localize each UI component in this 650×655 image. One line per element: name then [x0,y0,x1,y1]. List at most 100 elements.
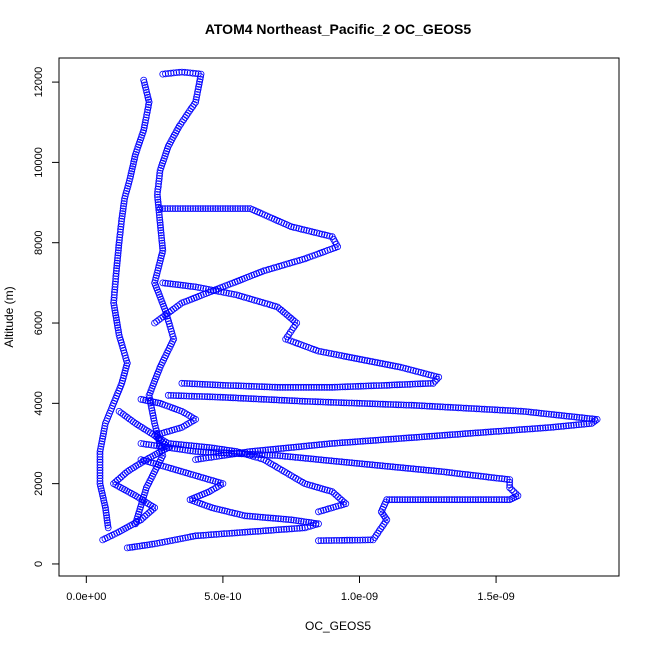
data-point [456,470,464,478]
data-point [302,454,310,462]
data-point [104,521,112,529]
data-point [207,286,215,294]
x-tick-label: 1.5e-09 [477,591,514,603]
data-point [169,333,177,340]
data-point [223,530,231,537]
data-point [166,537,174,545]
data-point [113,259,121,267]
data-point [548,410,555,418]
data-point [474,429,482,437]
data-point [341,536,348,544]
data-point [156,539,164,547]
data-point [356,460,363,468]
data-point [492,427,500,435]
data-point [173,445,181,453]
data-point [101,425,108,432]
data-point [241,512,249,520]
data-point [119,344,127,352]
data-point [552,423,560,431]
data-point [268,383,276,391]
data-point [227,382,235,390]
data-point [201,393,209,401]
data-point [397,434,405,442]
data-point [514,407,522,415]
data-point [149,398,157,406]
data-point [154,264,162,272]
data-point [435,467,443,475]
data-point [460,404,468,412]
data-point [326,383,334,391]
data-point [436,432,444,440]
data-point [349,383,357,390]
data-point [373,461,381,469]
data-point [179,281,187,289]
data-point [158,237,166,244]
data-point [356,437,364,445]
data-point [229,394,237,402]
data-point [381,514,389,522]
data-point [497,427,505,435]
data-point [324,398,332,406]
data-point [247,395,255,403]
data-point [293,319,301,327]
data-point [425,371,432,379]
data-point [513,426,521,434]
data-point [261,299,269,307]
data-point [315,230,323,238]
data-point [425,466,433,474]
data-point [565,422,572,430]
data-point [386,463,394,471]
data-point [459,496,466,504]
data-point [544,424,552,432]
data-point [298,397,306,405]
data-point [308,228,316,236]
data-point [531,425,539,433]
data-point [361,400,369,407]
data-point [216,393,224,401]
data-point [136,542,144,550]
data-point [304,455,312,462]
data-point [97,442,105,450]
data-point [201,380,209,388]
data-points [96,68,601,552]
data-point [350,399,358,407]
data-point [209,393,216,401]
data-point [184,205,192,213]
data-point [178,379,186,387]
data-point [516,426,523,434]
data-point [186,380,194,388]
data-point [547,423,555,431]
data-point [249,513,256,520]
data-point [295,517,303,525]
data-point [200,443,208,451]
data-point [117,220,125,228]
data-point [120,197,128,205]
data-point [437,468,445,476]
data-point [259,446,267,454]
data-point [570,421,578,429]
data-point [181,68,189,76]
data-point [121,192,129,200]
data-point [156,257,164,265]
data-point [210,531,218,538]
data-point [226,508,234,516]
data-point [340,399,348,407]
data-point [205,444,213,451]
data-point [315,456,322,464]
data-point [236,205,244,213]
data-point [147,507,155,515]
data-point [150,414,158,422]
data-point [169,205,177,213]
data-point [310,441,318,449]
data-point [193,93,201,101]
data-point [211,504,218,512]
data-point [179,205,187,213]
data-point [472,496,480,504]
data-point [277,526,285,533]
data-point [430,496,438,504]
data-point [398,496,406,504]
data-point [288,397,296,405]
data-point [377,436,385,444]
data-point [171,445,179,452]
